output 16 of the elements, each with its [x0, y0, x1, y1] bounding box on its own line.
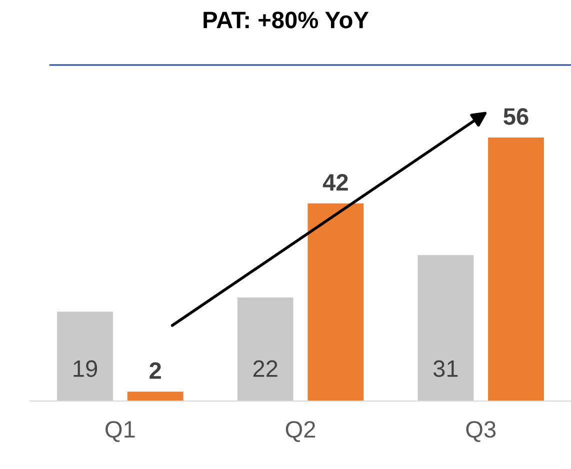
x-tick-label: Q1 [106, 421, 135, 442]
data-label: 56 [504, 108, 528, 125]
data-label: 22 [253, 360, 278, 377]
data-label: 31 [433, 360, 458, 378]
data-label: 19 [74, 360, 98, 378]
x-tick-label: Q2 [286, 421, 316, 442]
data-label: 2 [150, 362, 161, 379]
bar [488, 137, 544, 401]
bar [308, 203, 364, 401]
bar [127, 392, 184, 401]
bar [237, 297, 294, 401]
data-label: 42 [322, 174, 348, 191]
x-tick-label: Q3 [466, 421, 496, 442]
bar [418, 255, 474, 401]
bar [57, 312, 113, 401]
chart-title: PAT: +80% YoY [204, 12, 369, 28]
